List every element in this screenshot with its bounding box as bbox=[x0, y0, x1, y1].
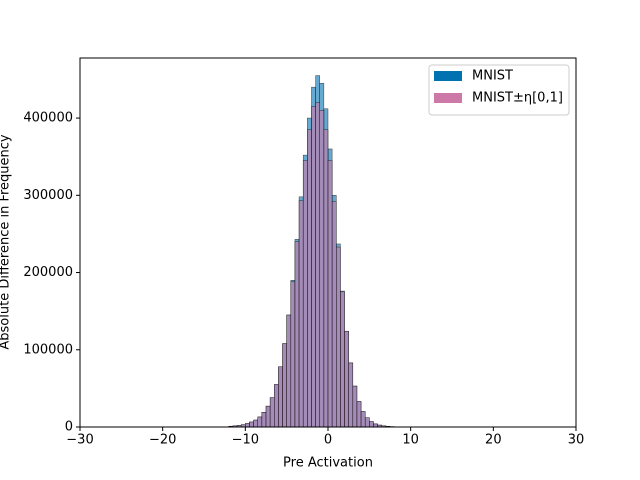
x-tick-label: −30 bbox=[66, 433, 93, 448]
histogram-bar bbox=[294, 241, 300, 428]
histogram-bar bbox=[344, 330, 349, 428]
y-tick-label: 400000 bbox=[23, 111, 73, 126]
x-tick-label: 20 bbox=[485, 433, 502, 448]
histogram-bar bbox=[307, 129, 312, 428]
histogram-bar bbox=[249, 421, 254, 428]
histogram-bar bbox=[282, 343, 287, 428]
histogram-bar bbox=[261, 412, 267, 428]
y-tick-label: 100000 bbox=[23, 342, 73, 357]
histogram-bar bbox=[278, 366, 283, 428]
histogram-bar bbox=[348, 362, 354, 428]
histogram-bar bbox=[369, 421, 374, 428]
histogram-bar bbox=[245, 423, 250, 428]
y-tick-label: 300000 bbox=[23, 188, 73, 203]
histogram-bar bbox=[340, 291, 345, 428]
histogram-bar bbox=[331, 201, 337, 428]
x-tick-label: −10 bbox=[232, 433, 259, 448]
x-tick-label: −20 bbox=[149, 433, 176, 448]
histogram-bar bbox=[356, 401, 362, 428]
x-tick-label: 0 bbox=[324, 433, 332, 448]
x-axis-label: Pre Activation bbox=[283, 456, 373, 471]
histogram-bar bbox=[269, 397, 275, 428]
histogram-bar bbox=[253, 419, 258, 428]
histogram-bar bbox=[364, 417, 370, 428]
y-tick-label: 200000 bbox=[23, 265, 73, 280]
histogram-bar bbox=[336, 246, 341, 428]
x-tick-label: 10 bbox=[402, 433, 419, 448]
legend-label: MNIST bbox=[472, 69, 513, 84]
histogram-bar bbox=[286, 314, 292, 428]
histogram-bar bbox=[360, 411, 366, 428]
histogram-bar bbox=[257, 416, 263, 428]
legend-box bbox=[428, 64, 570, 116]
y-tick-label: 0 bbox=[65, 420, 73, 435]
legend-swatch bbox=[434, 71, 462, 81]
histogram-bar bbox=[298, 200, 304, 428]
histogram-bar bbox=[274, 384, 279, 428]
histogram-bar bbox=[352, 385, 358, 428]
histogram-bar bbox=[319, 110, 325, 428]
y-axis-label: Absolute Difference in Frequency bbox=[0, 134, 13, 350]
histogram-bar bbox=[302, 160, 308, 428]
legend-swatch bbox=[434, 93, 462, 103]
x-tick-label: 30 bbox=[568, 433, 585, 448]
histogram-bar bbox=[311, 106, 316, 428]
histogram-bar bbox=[265, 405, 271, 428]
histogram-bar bbox=[290, 281, 296, 428]
legend-label: MNIST±η[0,1] bbox=[472, 91, 563, 106]
histogram-bar bbox=[327, 160, 333, 428]
histogram-bar bbox=[315, 102, 320, 428]
histogram-bar bbox=[323, 129, 329, 428]
